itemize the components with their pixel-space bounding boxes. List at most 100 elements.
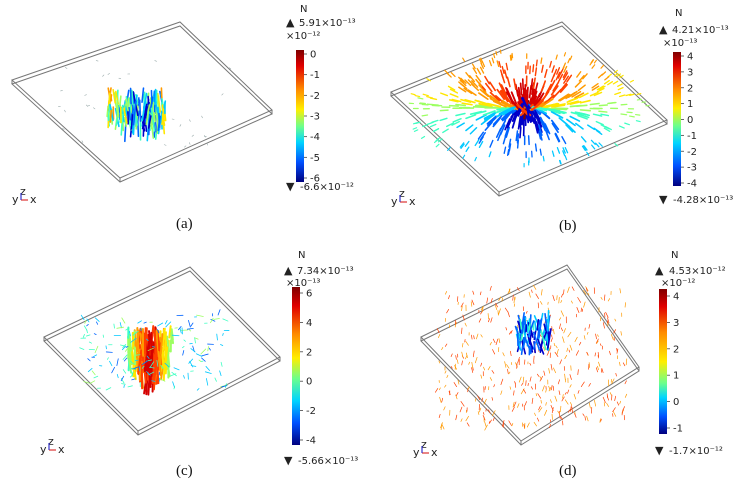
force-arrow <box>542 385 545 392</box>
scale-label: ×10⁻¹² <box>286 31 320 42</box>
force-arrow <box>550 72 556 83</box>
force-arrow <box>195 353 203 357</box>
unit-label: N <box>671 250 678 261</box>
force-arrow <box>499 119 507 132</box>
force-arrow <box>79 347 85 350</box>
force-arrow <box>496 88 506 101</box>
force-arrow <box>560 416 564 421</box>
force-arrow <box>600 418 602 422</box>
force-arrow <box>486 102 502 108</box>
force-arrow <box>515 130 519 142</box>
unit-label: N <box>675 8 682 19</box>
force-arrow <box>513 78 517 91</box>
force-arrow <box>449 93 459 98</box>
force-arrow <box>478 84 487 93</box>
force-arrow <box>545 130 550 141</box>
force-arrow <box>437 138 443 143</box>
force-arrow <box>528 291 531 298</box>
force-arrow <box>429 97 438 101</box>
force-arrow <box>551 104 566 108</box>
force-arrow <box>538 405 541 411</box>
force-arrow <box>612 80 619 85</box>
force-arrow <box>145 338 149 341</box>
force-arrow <box>522 376 525 383</box>
force-arrow <box>460 302 464 308</box>
triad-y: y <box>391 195 398 208</box>
force-arrow <box>534 67 538 77</box>
force-arrow <box>84 94 87 96</box>
min-label: -1.7×10⁻¹² <box>669 446 723 457</box>
force-arrow <box>578 341 582 346</box>
force-arrow <box>441 347 444 351</box>
force-arrow <box>123 107 128 124</box>
force-arrow <box>498 82 505 94</box>
force-arrow <box>188 319 191 328</box>
force-arrow <box>93 354 98 357</box>
force-arrow <box>495 338 499 346</box>
force-arrow <box>461 360 463 366</box>
force-arrow <box>580 136 587 143</box>
force-arrow <box>86 334 91 337</box>
force-arrow <box>129 330 131 337</box>
force-arrow <box>558 317 562 321</box>
force-arrow <box>612 410 617 417</box>
force-arrow <box>138 99 142 122</box>
arrow-field <box>434 284 628 431</box>
force-arrow <box>129 360 135 365</box>
force-arrow <box>130 128 133 131</box>
force-arrow <box>502 420 505 427</box>
force-arrow <box>582 73 588 80</box>
force-arrow <box>116 99 120 118</box>
force-arrow <box>559 93 571 102</box>
force-arrow <box>445 291 447 295</box>
colorbar-tick-label: -3 <box>687 163 697 174</box>
force-arrow <box>481 306 484 313</box>
force-arrow <box>614 318 617 322</box>
force-arrow <box>123 357 128 362</box>
force-arrow <box>221 93 224 96</box>
force-arrow <box>467 89 477 96</box>
force-arrow <box>508 371 511 375</box>
force-arrow <box>506 364 510 369</box>
force-arrow <box>489 81 497 92</box>
force-arrow <box>567 389 570 394</box>
force-arrow <box>564 155 568 161</box>
force-arrow <box>531 397 534 404</box>
force-arrow <box>544 312 548 331</box>
force-arrow <box>532 77 536 89</box>
force-arrow <box>580 307 582 312</box>
force-arrow <box>161 327 166 347</box>
force-arrow <box>132 330 139 336</box>
force-arrow <box>164 362 170 368</box>
force-arrow <box>533 421 537 427</box>
force-arrow <box>478 92 489 101</box>
force-arrow <box>87 368 93 373</box>
force-arrow <box>595 367 598 373</box>
force-arrow <box>511 423 514 427</box>
force-arrow <box>507 113 515 127</box>
force-arrow <box>619 288 621 294</box>
force-arrow <box>421 114 429 117</box>
colorbar-tick-label: 4 <box>306 318 312 329</box>
force-arrow <box>484 421 487 427</box>
force-arrow <box>204 371 212 374</box>
force-arrow <box>146 339 151 373</box>
force-arrow <box>529 362 532 366</box>
plate-outline <box>11 21 273 183</box>
force-arrow <box>204 135 206 138</box>
force-arrow <box>446 309 450 314</box>
force-arrow <box>600 64 605 69</box>
force-arrow <box>548 368 550 374</box>
force-arrow <box>87 358 91 362</box>
force-arrow <box>571 90 582 98</box>
force-arrow <box>547 328 552 349</box>
force-arrow <box>448 104 459 107</box>
force-arrow <box>492 100 507 108</box>
force-arrow <box>563 289 565 295</box>
force-arrow <box>489 91 500 102</box>
force-arrow <box>562 147 566 154</box>
force-arrow <box>455 414 458 421</box>
panel-a-plot: y z x N ▲ 5.91×10⁻¹³ ×10⁻¹² 0 -1 -2 -3 -4 -5 -… <box>11 4 356 206</box>
force-arrow <box>549 60 552 68</box>
force-arrow <box>468 75 476 83</box>
